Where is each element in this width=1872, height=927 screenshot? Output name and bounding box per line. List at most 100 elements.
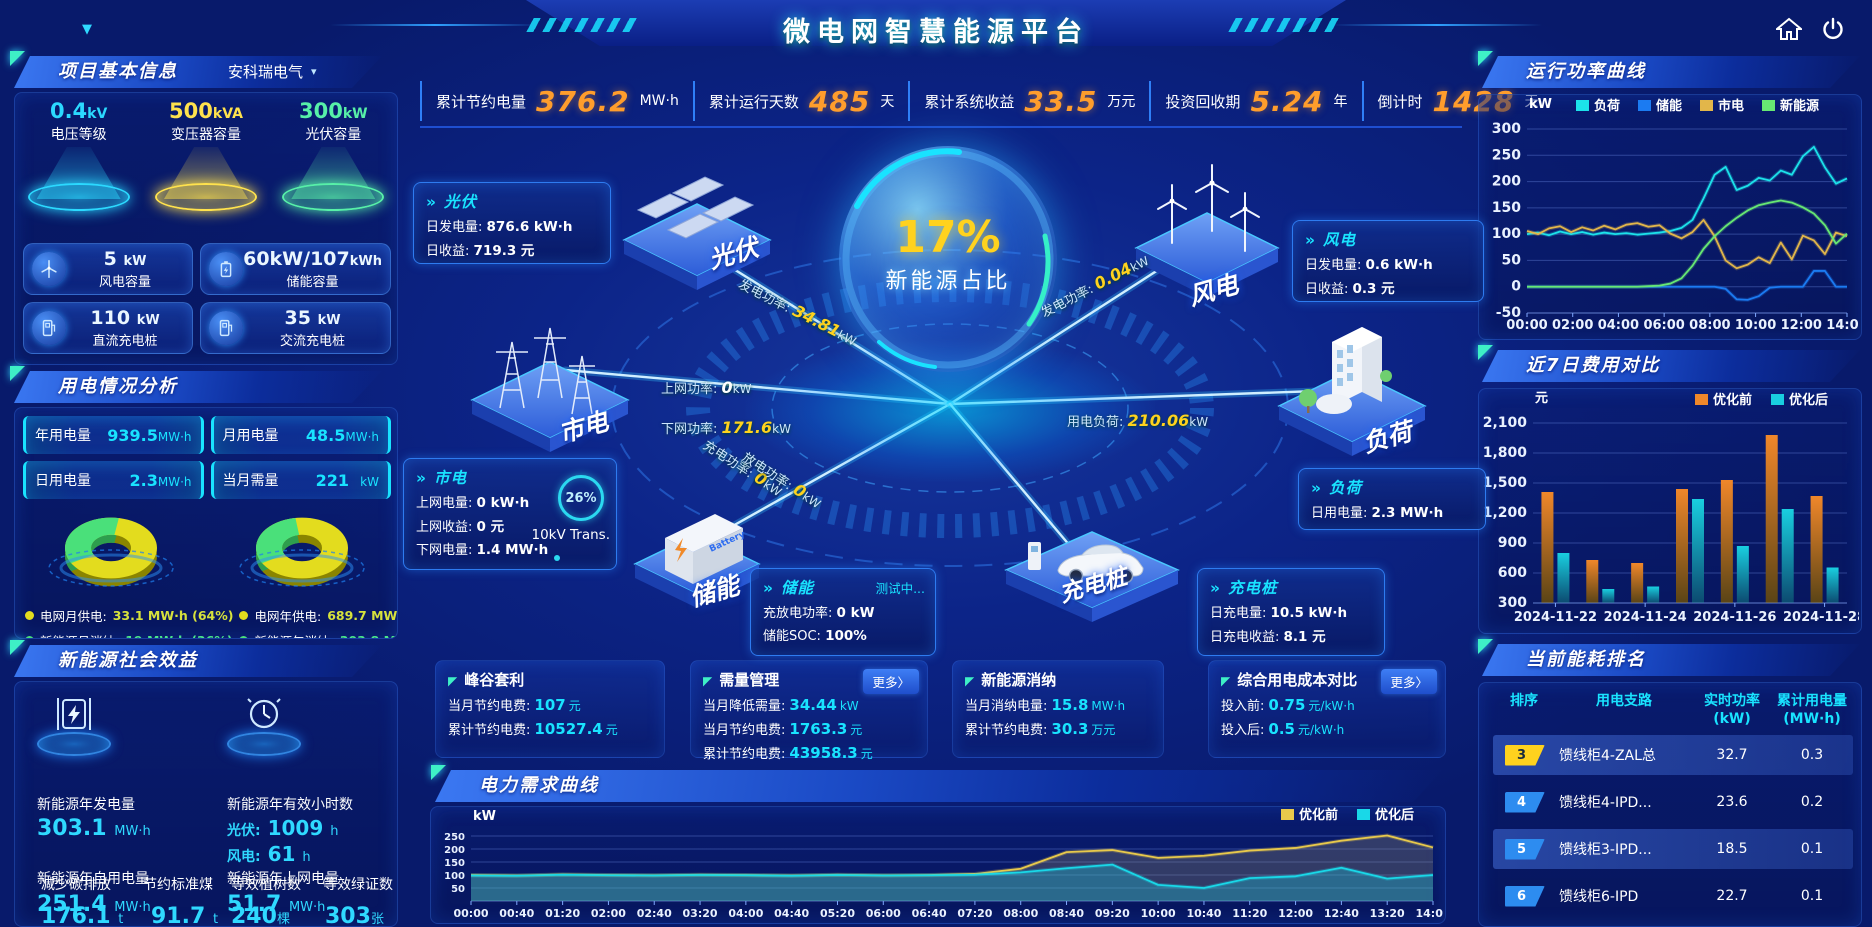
svg-text:0: 0 (1511, 279, 1521, 295)
panel-header-usage: 用电情况分析 (10, 366, 382, 403)
transformer-label: 10kV Trans. (531, 527, 611, 543)
card-row: 当月消纳电量: 15.8 MW·h (965, 696, 1126, 714)
svg-text:新能源: 新能源 (1780, 98, 1819, 114)
donut-year (222, 506, 382, 606)
svg-text:06:40: 06:40 (912, 907, 947, 920)
kpi-run-days: 累计运行天数 485 天 (692, 81, 908, 121)
benefit-label: 新能源年有效小时数 (227, 797, 353, 813)
corner-arrow-icon (431, 765, 446, 780)
card-demand-mgmt: ◤ 需量管理 更多〉 当月降低需量: 34.44 kW 当月节约电费: 1763.3 元累计节约… (690, 660, 928, 762)
island-wind: 风电 (1130, 143, 1285, 323)
home-button[interactable] (1772, 14, 1806, 44)
panel-header-demand: 电力需求曲线 (431, 765, 1443, 802)
chevron-right-icon: » (763, 579, 775, 597)
kpi-unit: 年 (1333, 94, 1348, 110)
panel-header-power-curve: 运行功率曲线 (1478, 51, 1860, 88)
card-row: 投入后: 0.5 元/kW·h (1221, 720, 1345, 738)
capacity-cones: 0.4kV 电压等级 500kVA 变压器容量 300kW 光伏容量 (15, 99, 397, 211)
kpi-label: 倒计时 (1377, 92, 1423, 111)
header-decoration-left (526, 18, 644, 32)
island-pv: 光伏 (610, 158, 785, 308)
col-rank: 排序 (1510, 693, 1538, 709)
benefit-value: 303张 (325, 904, 384, 927)
island-charger: 充电桩 (1000, 508, 1185, 638)
new-energy-percent-label: 新能源占比 (885, 269, 1011, 294)
card-row: 累计节约电费: 43958.3 元 (703, 744, 873, 762)
power-button[interactable] (1816, 14, 1850, 44)
corner-arrow-icon (10, 366, 25, 381)
svg-text:05:20: 05:20 (820, 907, 855, 920)
svg-text:08:00: 08:00 (1689, 318, 1730, 333)
company-select[interactable]: 安科瑞电气 ▾ (228, 61, 368, 82)
chevron-right-icon: » (1305, 231, 1317, 249)
svg-text:1,200: 1,200 (1483, 505, 1528, 521)
rank-badge: 6 (1505, 885, 1545, 907)
corner-arrow-icon (1478, 639, 1493, 654)
panel-benefits-body: 新能源年发电量 303.1 MW·h 新能源年有效小时数 光伏: 1009 h … (14, 681, 398, 927)
stat-month-usage: 月用电量 48.5MW·h (210, 416, 391, 454)
svg-text:1,800: 1,800 (1483, 445, 1528, 461)
kpi-unit: 天 (880, 94, 895, 110)
ranking-row: 6 馈线柜6-IPD 22.7 0.1 (1493, 876, 1853, 916)
more-button[interactable]: 更多〉 (1381, 669, 1437, 694)
svg-text:50: 50 (1502, 252, 1522, 268)
card-cost-compare: ◤ 综合用电成本对比 更多〉 投入前: 0.75 元/kW·h 投入后: 0.5 元/kW·h (1208, 660, 1446, 758)
panel-header-ranking: 当前能耗排名 (1478, 639, 1860, 676)
realtime-power: 18.5 (1716, 841, 1748, 857)
more-button[interactable]: 更多〉 (863, 669, 919, 694)
svg-text:250: 250 (1492, 147, 1521, 163)
total-energy: 0.1 (1800, 841, 1824, 857)
col-power: 实时功率 (kW) (1704, 693, 1760, 727)
stat-day-usage: 日用电量 2.3MW·h (23, 461, 204, 499)
chevron-right-icon: » (1311, 479, 1323, 497)
grid-info-box: » 市电 上网电量: 0 kW·h 上网收益: 0 元 下网电量: 1.4 MW·… (403, 458, 617, 570)
center-sphere: 17% 新能源占比 (839, 146, 1057, 372)
page-title: 微电网智慧能源平台 (783, 17, 1089, 48)
tile-ac-charger: 35 kW 交流充电桩 (200, 302, 391, 354)
svg-text:04:00: 04:00 (728, 907, 763, 920)
corner-arrow-icon: ◤ (1221, 674, 1231, 688)
card-row: 当月降低需量: 34.44 kW (703, 696, 859, 714)
realtime-power: 22.7 (1716, 888, 1748, 904)
cost-compare-chart: 300 600 900 1,200 1,500 1,800 2,100 元 2024-11-22… (1478, 388, 1862, 634)
benefit-value: 91.7 t (151, 904, 219, 927)
capacity-tiles: 5 kW 风电容量 60kW/107kWh 储能容量 110 kW 直流充电桩 35 … (23, 243, 391, 354)
ranking-panel-body: 排序 用电支路 实时功率 (kW) 累计用电量 (MW·h) 3 馈线柜4-ZAL总 3… (1478, 682, 1862, 927)
tile-wind-capacity: 5 kW 风电容量 (23, 243, 194, 295)
dot (554, 555, 560, 561)
svg-text:12:00: 12:00 (1278, 907, 1313, 920)
kpi-label: 投资回收期 (1165, 92, 1241, 111)
panel-title: 用电情况分析 (58, 376, 178, 397)
branch-name: 馈线柜4-IPD... (1559, 795, 1652, 811)
svg-text:250: 250 (444, 832, 465, 843)
header-line-right (1332, 24, 1542, 26)
benefit-label: 节约标准煤 (143, 877, 213, 893)
benefit-label: 等效绿证数 (323, 877, 393, 893)
storage-status: 测试中... (875, 581, 925, 596)
panel-title: 项目基本信息 (58, 61, 178, 82)
svg-text:04:40: 04:40 (774, 907, 809, 920)
kpi-value: 33.5 (1024, 84, 1098, 118)
kpi-unit: 万元 (1107, 94, 1136, 110)
svg-text:09:20: 09:20 (1095, 907, 1130, 920)
svg-text:10:00: 10:00 (1735, 318, 1776, 333)
corner-arrow-icon (1478, 51, 1493, 66)
chevron-right-icon: » (426, 193, 438, 211)
benefit-value: 303.1 MW·h (37, 816, 151, 841)
chevron-down-icon: ▾ (311, 65, 317, 78)
cone-voltage: 0.4kV 电压等级 (19, 99, 139, 211)
svg-text:优化后: 优化后 (1789, 392, 1828, 408)
svg-text:1,500: 1,500 (1483, 475, 1528, 491)
donut-legend: 电网月供电:33.1 MW·h (64%) 电网年供电:689.7 MW·h (… (25, 606, 397, 638)
svg-text:kW: kW (473, 809, 496, 824)
chevron-down-icon: ▼ (82, 22, 92, 37)
charging-pile-icon (209, 311, 244, 345)
svg-text:14:00: 14:00 (1826, 318, 1859, 333)
svg-text:150: 150 (444, 858, 465, 869)
benefit-value: 光伏: 1009 h (227, 816, 339, 840)
kpi-bar: 累计节约电量 376.2 MW·h 累计运行天数 485 天 累计系统收益 33… (420, 76, 1538, 128)
svg-text:-50: -50 (1496, 305, 1522, 321)
total-energy: 0.2 (1800, 794, 1824, 810)
donut-month (31, 506, 191, 606)
card-row: 累计节约电费: 30.3 万元 (965, 720, 1116, 738)
